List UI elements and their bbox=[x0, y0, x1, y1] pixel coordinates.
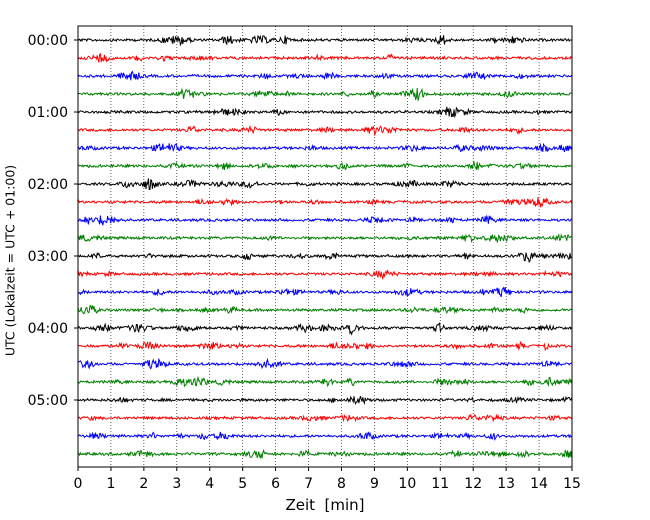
trace-05:30 bbox=[77, 431, 572, 441]
trace-01:30 bbox=[77, 142, 573, 153]
y-tick-label: 01:00 bbox=[28, 105, 68, 121]
trace-03:30 bbox=[77, 286, 573, 298]
trace-04:15 bbox=[77, 340, 572, 352]
x-tick-label: 8 bbox=[337, 476, 346, 492]
y-axis-label: UTC (Lokalzeit = UTC + 01:00) bbox=[3, 165, 18, 356]
y-tick-label: 05:00 bbox=[28, 393, 68, 409]
plot-frame bbox=[77, 25, 573, 468]
x-tick-label: 4 bbox=[205, 476, 214, 492]
trace-00:45 bbox=[77, 87, 572, 101]
trace-05:00 bbox=[77, 395, 573, 406]
x-axis-label: Zeit [min] bbox=[285, 496, 364, 514]
x-tick-label: 9 bbox=[370, 476, 379, 492]
x-tick-label: 0 bbox=[74, 476, 83, 492]
x-tick-label: 11 bbox=[431, 476, 449, 492]
trace-02:30 bbox=[77, 214, 572, 226]
x-tick-label: 13 bbox=[497, 476, 515, 492]
trace-00:30 bbox=[77, 70, 572, 81]
y-tick-label: 00:00 bbox=[28, 33, 68, 49]
x-tick-label: 1 bbox=[106, 476, 115, 492]
trace-04:00 bbox=[77, 322, 573, 336]
x-tick-label: 14 bbox=[530, 476, 548, 492]
trace-03:00 bbox=[77, 251, 572, 264]
trace-04:30 bbox=[77, 357, 572, 370]
trace-01:00 bbox=[77, 106, 573, 119]
trace-03:45 bbox=[77, 305, 572, 315]
x-tick-label: 6 bbox=[271, 476, 280, 492]
trace-01:45 bbox=[77, 160, 572, 171]
trace-04:45 bbox=[77, 375, 573, 388]
trace-00:00 bbox=[77, 34, 572, 47]
trace-00:15 bbox=[77, 52, 573, 63]
y-tick-label: 04:00 bbox=[28, 321, 68, 337]
x-axis-ticks: 0 1 2 3 4 5 6 7 8 9 10 11 12 13 14 15 bbox=[74, 467, 581, 492]
y-tick-label: 02:00 bbox=[28, 177, 68, 193]
x-tick-label: 12 bbox=[464, 476, 482, 492]
trace-02:45 bbox=[77, 233, 572, 244]
y-tick-label: 03:00 bbox=[28, 249, 68, 265]
trace-05:15 bbox=[77, 413, 573, 423]
trace-03:15 bbox=[77, 269, 573, 281]
trace-01:15 bbox=[77, 124, 572, 137]
seismogram-traces bbox=[77, 34, 573, 459]
trace-02:00 bbox=[77, 178, 572, 191]
trace-05:45 bbox=[77, 448, 573, 459]
y-axis-ticks: 00:00 01:00 02:00 03:00 04:00 05:00 bbox=[28, 33, 78, 409]
trace-02:15 bbox=[77, 197, 573, 209]
x-tick-label: 15 bbox=[563, 476, 581, 492]
x-tick-label: 2 bbox=[139, 476, 148, 492]
x-tick-label: 10 bbox=[398, 476, 416, 492]
x-tick-label: 7 bbox=[304, 476, 313, 492]
x-tick-label: 3 bbox=[172, 476, 181, 492]
x-tick-label: 5 bbox=[238, 476, 247, 492]
